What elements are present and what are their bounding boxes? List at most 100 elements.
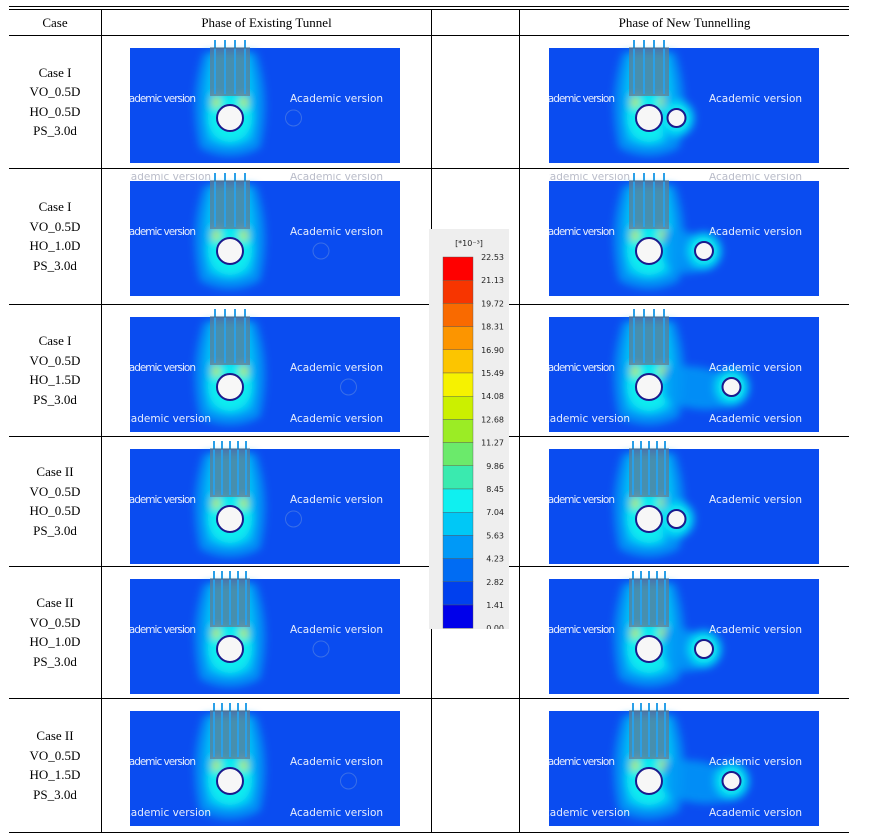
legend-tick: 8.45 [486, 485, 504, 494]
watermark-text: Academic version [549, 362, 615, 374]
legend-tick: 18.31 [481, 323, 504, 332]
case-label-line: VO_0.5D [29, 747, 81, 763]
watermark-text: Academic version [130, 494, 196, 506]
header-new-tunnelling: Phase of New Tunnelling [618, 15, 751, 30]
legend-tick: 21.13 [481, 276, 504, 285]
legend-swatch [442, 558, 474, 583]
existing-tunnel [635, 635, 663, 663]
planned-tunnel-outline [340, 772, 357, 790]
watermark-text: Academic version [130, 173, 211, 183]
table-rule [9, 832, 849, 833]
contour-plot-existing-tunnel: Academic version Academic version Academic… [130, 703, 400, 826]
watermark-text: Academic version [709, 362, 802, 374]
case-label-line: Case II [36, 464, 74, 479]
planned-tunnel-outline [312, 640, 330, 658]
legend-tick: 19.72 [481, 299, 504, 308]
watermark-text: Academic version [130, 413, 211, 425]
watermark-text: Academic version [709, 93, 802, 105]
new-tunnel [694, 241, 714, 261]
watermark-text: Academic version [549, 413, 630, 425]
legend-swatch [442, 256, 474, 281]
contour-plot-existing-tunnel: Academic version Academic version Academic… [130, 173, 400, 296]
legend-swatch [442, 303, 474, 327]
panel-new: Academic version Academic version [549, 441, 819, 564]
watermark-text: Academic version [290, 756, 383, 768]
case-label: Case I VO_0.5D HO_0.5D PS_3.0d [9, 63, 101, 141]
watermark-text: Academic version [290, 226, 383, 238]
table-rule [9, 698, 849, 699]
case-label-line: HO_0.5D [29, 503, 81, 518]
contour-plot-new-tunnelling: Academic version Academic version Academic… [549, 309, 819, 432]
legend-tick: 11.27 [481, 439, 504, 448]
legend-swatch [442, 604, 474, 629]
contour-plot-existing-tunnel: Academic version Academic version [130, 441, 400, 564]
legend-tick: 1.41 [486, 601, 504, 610]
case-label-line: PS_3.0d [33, 123, 77, 138]
case-label: Case I VO_0.5D HO_1.5D PS_3.0d [9, 331, 101, 409]
new-tunnel [694, 639, 714, 659]
watermark-text: Academic version [130, 756, 196, 768]
legend-tick: 16.90 [481, 346, 504, 355]
new-tunnel [721, 771, 742, 791]
case-label-line: HO_1.0D [29, 634, 81, 649]
panel-existing: Academic version Academic version Academic… [130, 309, 400, 432]
watermark-text: Academic version [130, 362, 196, 374]
case-label: Case II VO_0.5D HO_1.0D PS_3.0d [9, 593, 101, 671]
new-tunnel [666, 509, 687, 529]
legend-tick: 12.68 [481, 415, 504, 424]
contour-plot-existing-tunnel: Academic version Academic version [130, 40, 400, 163]
panel-new: Academic version Academic version Academic… [549, 703, 819, 826]
watermark-text: Academic version [290, 624, 383, 636]
case-label-line: Case II [36, 595, 74, 610]
legend-tick: 9.86 [486, 462, 504, 471]
new-tunnel [666, 108, 687, 128]
planned-tunnel-outline [285, 109, 302, 127]
watermark-text: Academic version [709, 624, 802, 636]
column-separator [519, 9, 520, 832]
legend-swatch [442, 326, 474, 350]
case-label: Case I VO_0.5D HO_1.0D PS_3.0d [9, 197, 101, 275]
case-label: Case II VO_0.5D HO_1.5D PS_3.0d [9, 726, 101, 804]
existing-tunnel [635, 237, 663, 265]
case-label-line: VO_0.5D [29, 483, 81, 499]
case-label-line: HO_1.0D [29, 238, 81, 253]
panel-existing: Academic version Academic version Academic… [130, 703, 400, 826]
case-label-line: PS_3.0d [33, 257, 77, 273]
watermark-text: Academic version [290, 807, 383, 819]
watermark-text: Academic version [290, 413, 383, 425]
watermark-text: Academic version [549, 624, 615, 636]
existing-tunnel [216, 505, 244, 533]
watermark-text: Academic version [549, 494, 615, 506]
case-label-line: PS_3.0d [33, 786, 77, 802]
watermark-text: Academic version [290, 362, 383, 374]
watermark-text: Academic version [709, 494, 802, 506]
case-label-line: PS_3.0d [33, 391, 77, 407]
watermark-text: Academic version [709, 807, 802, 819]
legend-unit: [*10⁻³] [455, 239, 483, 248]
results-table: Case Phase of Existing Tunnel Phase of New… [9, 6, 849, 833]
existing-tunnel [216, 767, 244, 795]
case-label-line: PS_3.0d [33, 653, 77, 669]
legend-swatch [442, 372, 474, 397]
case-label-line: HO_0.5D [29, 103, 81, 119]
existing-tunnel [635, 373, 663, 401]
watermark-text: Academic version [130, 93, 196, 105]
planned-tunnel-outline [312, 242, 330, 260]
watermark-text: Academic version [130, 807, 211, 819]
watermark-text: Academic version [290, 494, 383, 506]
case-label-line: HO_1.5D [29, 767, 81, 782]
legend-tick: 4.23 [486, 555, 504, 564]
legend-swatch [442, 512, 474, 536]
contour-plot-new-tunnelling: Academic version Academic version [549, 441, 819, 564]
legend-swatch [442, 442, 474, 467]
watermark-text: Academic version [549, 226, 615, 238]
panel-existing: Academic version Academic version [130, 40, 400, 163]
case-label-line: VO_0.5D [29, 352, 81, 368]
watermark-text: Academic version [549, 756, 615, 768]
case-label-line: VO_0.5D [29, 614, 81, 630]
table-rule [9, 35, 849, 36]
case-label-line: VO_0.5D [29, 84, 81, 99]
legend-swatch [442, 581, 474, 606]
new-tunnel [721, 377, 742, 397]
table-rule [9, 9, 849, 10]
